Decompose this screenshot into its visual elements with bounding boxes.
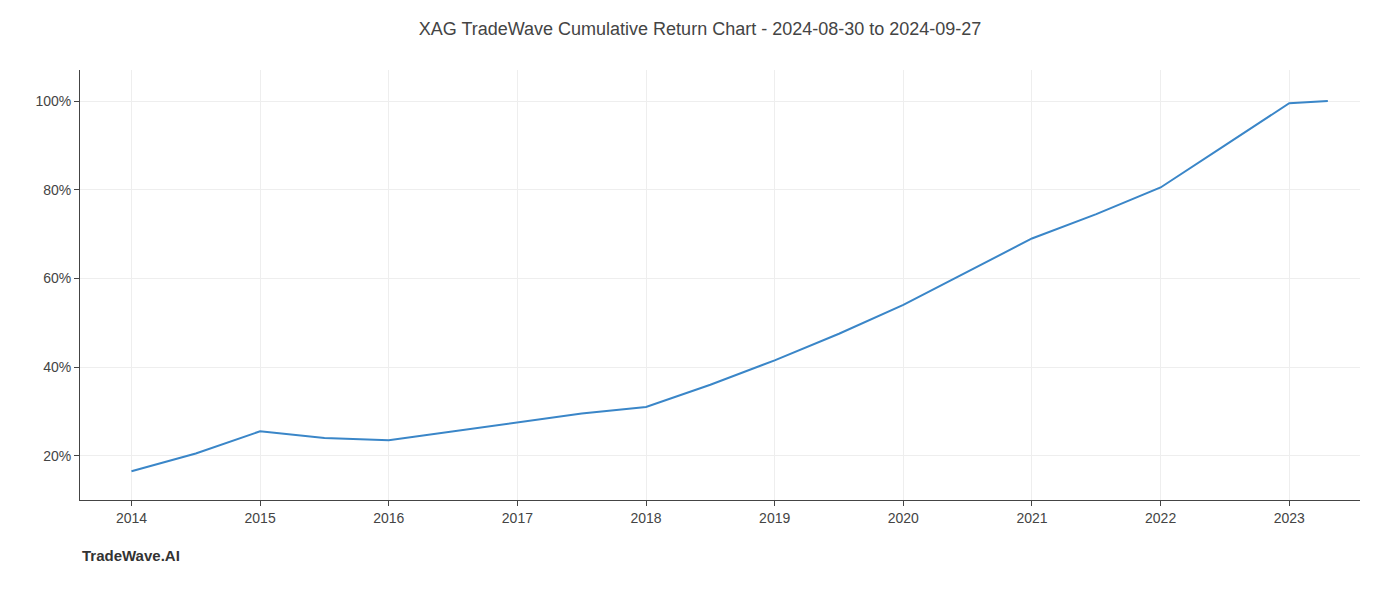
svg-text:60%: 60% xyxy=(43,270,71,286)
svg-text:100%: 100% xyxy=(35,93,71,109)
svg-text:2018: 2018 xyxy=(630,510,661,526)
svg-text:2014: 2014 xyxy=(116,510,147,526)
svg-text:2021: 2021 xyxy=(1016,510,1047,526)
svg-text:2023: 2023 xyxy=(1274,510,1305,526)
svg-text:2019: 2019 xyxy=(759,510,790,526)
svg-text:2015: 2015 xyxy=(245,510,276,526)
svg-text:TradeWave.AI: TradeWave.AI xyxy=(82,547,180,564)
svg-text:80%: 80% xyxy=(43,182,71,198)
svg-text:2020: 2020 xyxy=(888,510,919,526)
svg-text:2022: 2022 xyxy=(1145,510,1176,526)
svg-text:2017: 2017 xyxy=(502,510,533,526)
svg-text:40%: 40% xyxy=(43,359,71,375)
svg-text:XAG TradeWave Cumulative Retur: XAG TradeWave Cumulative Return Chart - … xyxy=(419,19,982,39)
svg-text:2016: 2016 xyxy=(373,510,404,526)
svg-text:20%: 20% xyxy=(43,448,71,464)
